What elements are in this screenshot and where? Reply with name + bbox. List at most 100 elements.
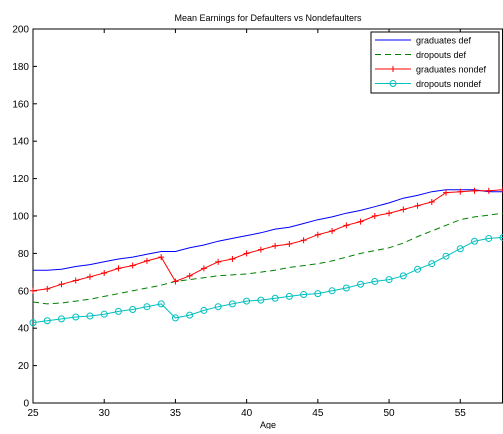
x-tick-label: 50 bbox=[383, 408, 395, 419]
y-tick-label: 40 bbox=[18, 324, 30, 335]
data-point bbox=[442, 252, 450, 260]
data-point bbox=[485, 234, 493, 242]
x-tick-label: 45 bbox=[312, 408, 324, 419]
x-tick-label: 25 bbox=[27, 408, 39, 419]
y-tick-label: 120 bbox=[12, 174, 29, 185]
data-point bbox=[314, 231, 321, 238]
data-point bbox=[243, 297, 251, 305]
y-axis-ticks: 0 20 40 60 80 100 120 140 160 180 200 bbox=[12, 25, 37, 410]
data-point bbox=[228, 300, 236, 308]
data-point bbox=[186, 272, 193, 279]
data-point bbox=[456, 245, 464, 253]
data-point bbox=[300, 237, 307, 244]
data-point bbox=[214, 303, 222, 311]
legend-marker bbox=[389, 80, 397, 87]
series-line bbox=[32, 237, 503, 324]
data-point bbox=[342, 284, 350, 292]
data-point bbox=[186, 311, 194, 319]
legend-box bbox=[370, 31, 500, 94]
data-point bbox=[257, 296, 265, 304]
data-point bbox=[300, 291, 308, 299]
data-point bbox=[143, 303, 151, 311]
y-tick-label: 180 bbox=[12, 62, 29, 73]
data-point bbox=[243, 250, 250, 257]
data-point bbox=[57, 315, 65, 323]
data-point bbox=[485, 187, 492, 194]
data-point bbox=[172, 278, 179, 285]
series-graduates-nondef bbox=[30, 186, 503, 294]
y-tick-label: 160 bbox=[12, 99, 29, 110]
data-point bbox=[414, 202, 421, 209]
data-point bbox=[143, 257, 150, 264]
data-point bbox=[271, 294, 279, 302]
data-point bbox=[157, 300, 165, 308]
data-point bbox=[43, 317, 51, 325]
data-point bbox=[499, 234, 503, 242]
data-point bbox=[115, 265, 122, 272]
data-point bbox=[129, 262, 136, 269]
series-layer bbox=[29, 186, 503, 327]
data-point bbox=[371, 213, 378, 219]
data-point bbox=[257, 246, 264, 253]
legend: graduates def dropouts def graduates nonde… bbox=[370, 31, 500, 94]
data-point bbox=[343, 222, 350, 229]
y-tick-label: 200 bbox=[12, 25, 29, 36]
x-axis-ticks: 25 30 35 40 45 50 55 bbox=[27, 29, 466, 419]
data-point bbox=[86, 273, 93, 280]
y-tick-label: 140 bbox=[12, 137, 29, 148]
series-graduates-def bbox=[33, 189, 503, 271]
data-point bbox=[457, 188, 464, 195]
data-point bbox=[286, 241, 293, 248]
data-point bbox=[171, 314, 179, 322]
data-point bbox=[100, 310, 108, 318]
data-point bbox=[428, 260, 436, 268]
data-point bbox=[44, 285, 51, 292]
data-point bbox=[114, 307, 122, 315]
data-point bbox=[129, 306, 137, 313]
data-point bbox=[200, 265, 207, 272]
data-point bbox=[386, 210, 393, 217]
data-point bbox=[200, 306, 208, 314]
data-point bbox=[158, 254, 165, 261]
data-point bbox=[86, 312, 94, 320]
data-point bbox=[72, 313, 80, 321]
legend-label: dropouts nondef bbox=[416, 79, 482, 89]
data-point bbox=[328, 287, 336, 295]
data-point bbox=[414, 265, 422, 273]
data-point bbox=[357, 280, 365, 288]
data-point bbox=[58, 281, 65, 288]
legend-marker bbox=[390, 66, 396, 72]
y-tick-label: 0 bbox=[23, 399, 29, 410]
y-tick-label: 80 bbox=[18, 249, 30, 260]
y-tick-label: 100 bbox=[12, 212, 29, 223]
data-point bbox=[229, 256, 236, 263]
data-point bbox=[29, 319, 37, 327]
data-point bbox=[72, 277, 79, 284]
data-point bbox=[471, 187, 478, 194]
series-dropouts-nondef bbox=[29, 234, 503, 327]
x-tick-label: 30 bbox=[99, 408, 111, 419]
data-point bbox=[471, 237, 479, 245]
data-point bbox=[329, 227, 336, 234]
data-point bbox=[215, 258, 222, 265]
x-tick-label: 40 bbox=[241, 408, 253, 419]
data-point bbox=[428, 198, 435, 205]
data-point bbox=[272, 242, 279, 249]
data-point bbox=[314, 290, 322, 298]
y-tick-label: 20 bbox=[18, 361, 30, 372]
legend-label: graduates def bbox=[416, 36, 472, 46]
data-point bbox=[30, 287, 36, 294]
chart-title: Mean Earnings for Defaulters vs Nondefau… bbox=[174, 13, 362, 23]
x-tick-label: 35 bbox=[170, 408, 182, 419]
x-axis-label: Age bbox=[260, 420, 276, 429]
data-point bbox=[400, 206, 407, 213]
legend-label: graduates nondef bbox=[416, 65, 487, 75]
series-line bbox=[32, 189, 503, 292]
legend-label: dropouts def bbox=[416, 50, 467, 60]
x-tick-label: 55 bbox=[455, 408, 467, 419]
data-point bbox=[357, 218, 364, 225]
series-line bbox=[33, 189, 503, 271]
data-point bbox=[443, 189, 450, 196]
